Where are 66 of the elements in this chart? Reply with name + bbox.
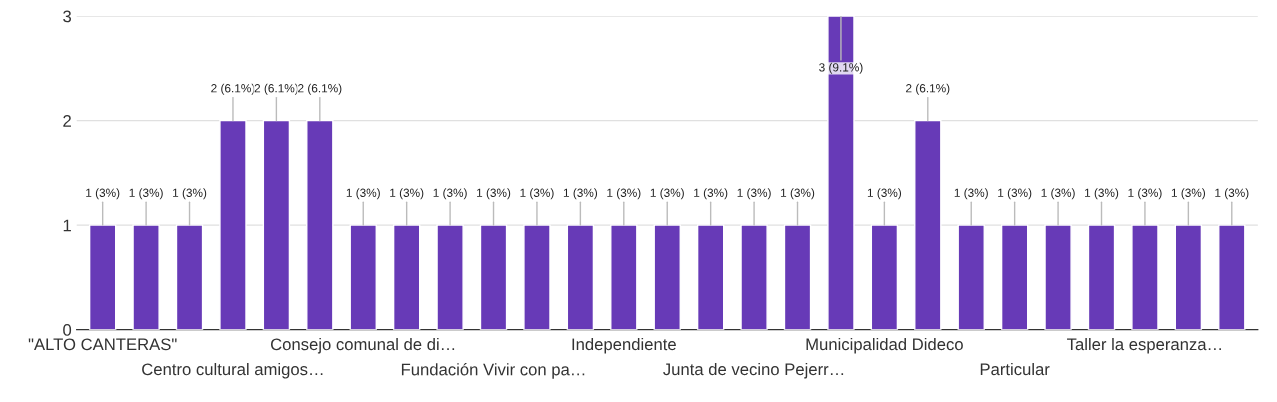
x-tick-label: Municipalidad Dideco: [806, 337, 963, 354]
data-label: 1 (3%): [954, 188, 988, 200]
bar: [610, 224, 638, 330]
data-label: 1 (3%): [563, 188, 598, 200]
x-tick-label: Taller la esperanza…: [1067, 337, 1221, 354]
data-label: 1 (3%): [867, 188, 902, 200]
data-label: 1 (3%): [520, 188, 554, 200]
x-tick-label: "ALTO CANTERAS": [28, 338, 177, 351]
bar: [175, 224, 204, 330]
data-label: 1 (3%): [433, 188, 467, 200]
bar: [262, 119, 291, 330]
x-tick-label: Consejo comunal de di…: [270, 337, 455, 354]
data-label: 1 (3%): [390, 188, 424, 200]
data-label: 1 (3%): [1041, 188, 1075, 200]
data-label: 1 (3%): [477, 188, 511, 200]
bar: [1000, 224, 1029, 330]
bar: [219, 119, 247, 330]
bar: [1218, 224, 1246, 330]
data-label: 1 (3%): [737, 188, 771, 200]
data-label: 2 (6.1%): [298, 83, 342, 95]
bar: [349, 224, 377, 330]
data-label: 1 (3%): [1171, 188, 1206, 200]
bar: [957, 224, 985, 330]
data-label: 1 (3%): [173, 188, 207, 200]
bar: [479, 224, 508, 330]
x-tick-label: Fundación Vivir con pa…: [401, 362, 585, 379]
data-label: 1 (3%): [1128, 188, 1162, 200]
bar: [1087, 224, 1116, 330]
data-label: 1 (3%): [781, 188, 815, 200]
x-tick-label: Independiente: [572, 337, 676, 354]
bar: [653, 224, 681, 330]
x-tick-label: Centro cultural amigos…: [142, 362, 323, 379]
bar: [436, 224, 464, 330]
data-label: 3 (9.1%): [819, 62, 863, 74]
data-label: 1 (3%): [86, 188, 120, 200]
data-label: 2 (6.1%): [906, 83, 950, 95]
data-label: 1 (3%): [129, 188, 163, 200]
bar: [132, 224, 160, 330]
y-tick-label: 1: [63, 219, 71, 232]
bar: [392, 224, 421, 330]
data-label: 2 (6.1%): [211, 83, 255, 95]
bar: [1131, 224, 1159, 330]
bar: [914, 119, 942, 330]
data-label: 1 (3%): [998, 188, 1032, 200]
y-tick-label: 2: [63, 115, 71, 127]
bar: [523, 224, 551, 330]
y-tick-label: 3: [63, 10, 72, 23]
data-label: 2 (6.1%): [254, 83, 298, 95]
data-label: 1 (3%): [1215, 188, 1249, 200]
bar: [783, 224, 812, 330]
data-label: 1 (3%): [1085, 188, 1119, 200]
bar: [740, 224, 768, 330]
y-tick-label: 0: [63, 324, 72, 336]
data-label: 1 (3%): [650, 188, 684, 200]
data-label: 1 (3%): [694, 188, 728, 200]
bar: [1044, 224, 1072, 330]
bar: [696, 224, 725, 330]
bar: [566, 224, 595, 330]
bar: [88, 224, 117, 330]
bar: [1174, 224, 1203, 330]
data-label: 1 (3%): [607, 188, 641, 200]
x-tick-label: Particular: [980, 362, 1050, 376]
data-label: 1 (3%): [346, 188, 380, 200]
bar: [306, 119, 334, 330]
bar: [870, 224, 899, 330]
x-tick-label: Junta de vecino Pejerr…: [663, 362, 844, 379]
